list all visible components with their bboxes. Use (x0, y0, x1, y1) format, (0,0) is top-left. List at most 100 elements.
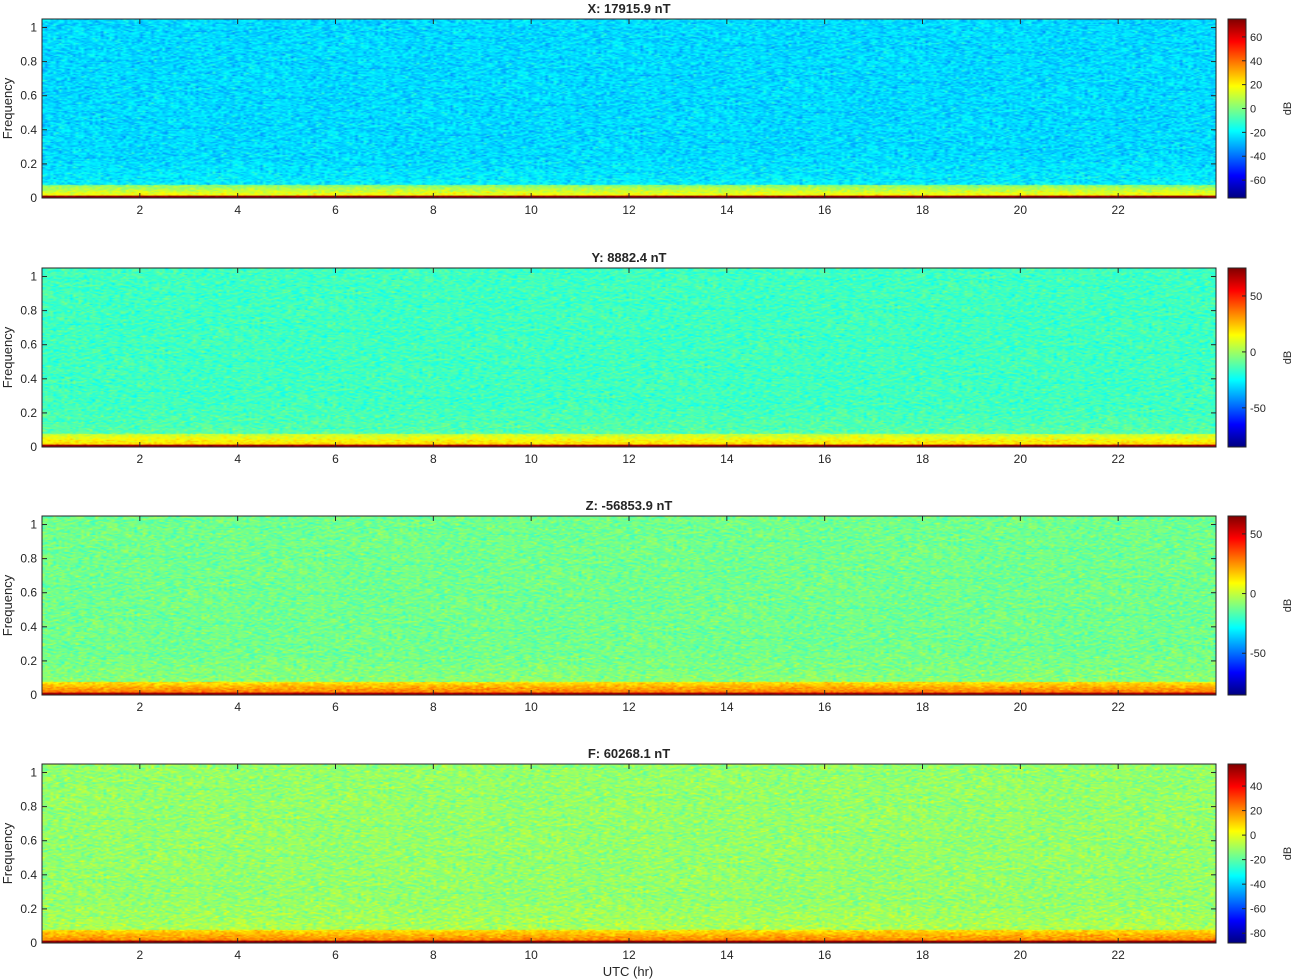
x-tick-label: 12 (622, 452, 636, 466)
x-tick-label: 14 (720, 452, 734, 466)
x-tick-label: 4 (234, 700, 241, 714)
x-tick-label: 6 (332, 700, 339, 714)
x-tick-label: 22 (1111, 452, 1125, 466)
y-axis-label: Frequency (0, 77, 15, 139)
colorbar-tick-label: 20 (1250, 80, 1262, 92)
colorbar-tick-label: -40 (1250, 879, 1266, 891)
colorbar-tick-label: 0 (1250, 347, 1256, 359)
spectrogram-image (42, 764, 1216, 943)
y-tick-label: 1 (30, 766, 37, 780)
spectrogram-panel-1: X: 17915.9 nT2 4 6 8 10 12 14 16 18 20 2200.20.40.… (0, 1, 1294, 217)
x-tick-label: 16 (818, 700, 832, 714)
colorbar-tick-label: -60 (1250, 904, 1266, 916)
colorbar-tick-label: -40 (1250, 151, 1266, 163)
colorbar-tick-label: 60 (1250, 32, 1262, 44)
x-tick-label: 20 (1014, 700, 1028, 714)
x-tick-label: 8 (430, 700, 437, 714)
x-tick-label: 20 (1014, 203, 1028, 217)
y-tick-label: 0.6 (20, 338, 37, 352)
y-tick-label: 0.8 (20, 552, 37, 566)
colorbar-tick-label: -20 (1250, 855, 1266, 867)
y-tick-label: 1 (30, 518, 37, 532)
spectrogram-image (42, 268, 1216, 447)
colorbar-label: dB (1282, 102, 1294, 115)
colorbar-tick-label: -50 (1250, 403, 1266, 415)
spectrogram-image (42, 516, 1216, 695)
y-tick-label: 0.6 (20, 834, 37, 848)
y-axis-label: Frequency (0, 326, 15, 388)
colorbar-label: dB (1282, 847, 1294, 860)
panel-title: F: 60268.1 nT (588, 746, 670, 761)
x-tick-label: 22 (1111, 700, 1125, 714)
y-tick-label: 0 (30, 191, 37, 205)
colorbar: -50 0 50 dB (1227, 267, 1294, 448)
x-tick-label: 16 (818, 203, 832, 217)
y-tick-label: 1 (30, 270, 37, 284)
x-tick-label: 18 (916, 700, 930, 714)
x-tick-label: 8 (430, 203, 437, 217)
panel-title: X: 17915.9 nT (587, 1, 670, 16)
y-tick-label: 0.4 (20, 372, 37, 386)
x-tick-label: 2 (136, 452, 143, 466)
colorbar-tick-label: -50 (1250, 648, 1266, 660)
colorbar-tick-label: -80 (1250, 928, 1266, 940)
y-axis-label: Frequency (0, 822, 15, 884)
x-tick-label: 4 (234, 948, 241, 962)
x-tick-label: 6 (332, 203, 339, 217)
colorbar: -60 -40 -20 0 20 40 60 dB (1227, 18, 1294, 199)
x-tick-label: 6 (332, 452, 339, 466)
x-tick-label: 2 (136, 203, 143, 217)
y-tick-label: 0.6 (20, 586, 37, 600)
x-tick-label: 10 (524, 452, 538, 466)
y-tick-label: 0.6 (20, 89, 37, 103)
x-tick-label: 10 (524, 948, 538, 962)
colorbar-tick-label: 0 (1250, 104, 1256, 116)
panel-title: Y: 8882.4 nT (592, 250, 667, 265)
x-tick-label: 18 (916, 452, 930, 466)
colorbar-tick-label: 20 (1250, 806, 1262, 818)
x-tick-label: 12 (622, 700, 636, 714)
x-tick-label: 8 (430, 452, 437, 466)
y-tick-label: 0.8 (20, 55, 37, 69)
y-tick-label: 0.2 (20, 654, 37, 668)
colorbar-tick-label: 0 (1250, 589, 1256, 601)
colorbar-tick-label: 50 (1250, 291, 1262, 303)
y-tick-label: 0.2 (20, 157, 37, 171)
x-tick-label: 2 (136, 700, 143, 714)
colorbar-label: dB (1282, 351, 1294, 364)
y-tick-label: 0 (30, 688, 37, 702)
y-tick-label: 0.2 (20, 406, 37, 420)
colorbar-gradient (1228, 19, 1246, 198)
colorbar-gradient (1228, 516, 1246, 695)
y-tick-label: 0 (30, 936, 37, 950)
y-tick-label: 0.4 (20, 123, 37, 137)
x-tick-label: 20 (1014, 452, 1028, 466)
panel-title: Z: -56853.9 nT (586, 498, 673, 513)
x-tick-label: 16 (818, 948, 832, 962)
x-tick-label: 16 (818, 452, 832, 466)
colorbar-tick-label: -20 (1250, 127, 1266, 139)
x-tick-label: 22 (1111, 203, 1125, 217)
x-tick-label: 10 (524, 203, 538, 217)
colorbar-label: dB (1282, 599, 1294, 612)
colorbar-tick-label: -60 (1250, 175, 1266, 187)
x-tick-label: 12 (622, 203, 636, 217)
x-tick-label: 12 (622, 948, 636, 962)
y-tick-label: 0.4 (20, 620, 37, 634)
x-tick-label: 14 (720, 948, 734, 962)
x-tick-label: 6 (332, 948, 339, 962)
colorbar: -50 0 50 dB (1227, 515, 1294, 696)
colorbar-tick-label: 50 (1250, 529, 1262, 541)
colorbar-box (1227, 267, 1247, 448)
spectrogram-panel-4: F: 60268.1 nT2 4 6 8 10 12 14 16 18 20 2200.20.40.… (0, 746, 1294, 962)
colorbar-gradient (1228, 764, 1246, 943)
y-tick-label: 0.8 (20, 800, 37, 814)
x-axis-label: UTC (hr) (603, 964, 654, 979)
colorbar: -80 -60 -40 -20 0 20 40 dB (1227, 763, 1294, 944)
y-tick-label: 1 (30, 21, 37, 35)
y-axis-label: Frequency (0, 574, 15, 636)
x-tick-label: 18 (916, 203, 930, 217)
colorbar-box (1227, 763, 1247, 944)
x-tick-label: 22 (1111, 948, 1125, 962)
